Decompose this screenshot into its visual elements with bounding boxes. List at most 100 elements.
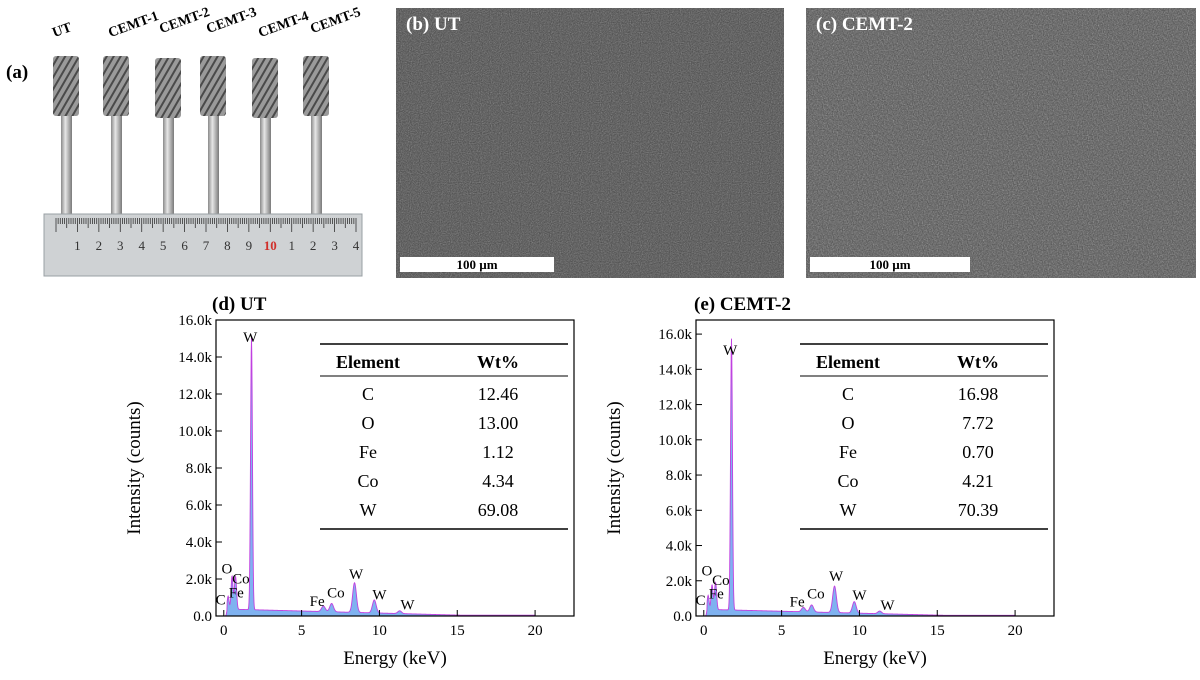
y-tick-label: 6.0k	[666, 503, 693, 519]
peak-label: Co	[232, 572, 250, 588]
composition-table: Element Wt% C 12.46 O 13.00 Fe 1.12 Co 4.34 W 69.08	[320, 343, 568, 530]
table-cell-element: W	[360, 500, 377, 520]
ruler-number: 1	[74, 238, 81, 253]
y-tick-label: 16.0k	[658, 327, 692, 343]
peak-label: W	[372, 587, 387, 603]
ruler-number: 2	[96, 238, 103, 253]
peak-label: W	[829, 569, 844, 585]
table-cell-value: 4.34	[482, 471, 514, 491]
table-cell-element: Co	[357, 471, 378, 491]
tool-label-cemt-5: CEMT-5	[308, 5, 363, 38]
ruler-number: 1	[288, 238, 295, 253]
table-cell-value: 69.08	[478, 500, 519, 520]
ruler-number: 3	[117, 238, 124, 253]
scale-bar: 100 µm	[400, 257, 554, 272]
peak-label: Co	[807, 586, 825, 602]
tool-label-cemt-2: CEMT-2	[157, 5, 212, 38]
table-cell-value: 13.00	[478, 413, 519, 433]
table-cell-element: Fe	[359, 442, 377, 462]
table-cell-element: O	[842, 413, 855, 433]
table-cell-value: 0.70	[962, 442, 994, 462]
eds-spectrum-cemt-2: 0.0 2.0k 4.0k 6.0k 8.0k 10.0k 12.0k 14.0k 16.0k 0…	[604, 319, 1055, 669]
table-header: Element	[336, 352, 400, 372]
x-tick-label: 0	[700, 623, 708, 639]
peak-label: C	[216, 593, 226, 609]
peak-label: Fe	[310, 594, 325, 610]
y-tick-label: 4.0k	[666, 539, 693, 555]
eds-spectrum-ut: 0.0 2.0k 4.0k 6.0k 8.0k 10.0k 12.0k 14.0k 16.0k 0…	[124, 313, 575, 669]
x-tick-label: 5	[778, 623, 786, 639]
table-cell-element: Co	[837, 471, 858, 491]
sem-texture	[806, 8, 1196, 278]
peak-label: Fe	[790, 594, 805, 610]
ruler-number: 2	[310, 238, 317, 253]
peak-label: W	[349, 567, 364, 583]
x-tick-label: 5	[298, 623, 306, 639]
peak-label: Co	[712, 573, 730, 589]
ruler-number: 10	[264, 238, 277, 253]
peak-label: W	[723, 343, 738, 359]
ruler	[43, 213, 363, 277]
x-tick-label: 10	[372, 623, 387, 639]
x-tick-label: 15	[450, 623, 465, 639]
x-axis-label: Energy (keV)	[823, 648, 927, 669]
composition-table: Element Wt% C 16.98 O 7.72 Fe 0.70 Co 4.21 W 70.39	[800, 343, 1048, 530]
table-header: Wt%	[957, 352, 999, 372]
ruler-number: 9	[246, 238, 253, 253]
table-cell-value: 7.72	[962, 413, 994, 433]
plot-frame	[695, 319, 1055, 617]
eds-title-ut: (d) UT	[212, 294, 267, 315]
table-header: Wt%	[477, 352, 519, 372]
peak-label: Fe	[229, 586, 244, 602]
y-tick-label: 8.0k	[186, 461, 213, 477]
ruler-number: 6	[181, 238, 188, 253]
peak-label: W	[243, 330, 258, 346]
sem-image-cemt-2: (c) CEMT-2 100 µm	[806, 8, 1196, 278]
y-tick-label: 6.0k	[186, 498, 213, 514]
y-tick-label: 12.0k	[658, 398, 692, 414]
scale-bar: 100 µm	[810, 257, 970, 272]
y-tick-label: 8.0k	[666, 468, 693, 484]
x-axis-label: Energy (keV)	[343, 648, 447, 669]
eds-title-cemt-2: (e) CEMT-2	[694, 294, 791, 315]
sem-image-ut: (b) UT 100 µm	[396, 8, 784, 278]
peak-label: W	[880, 598, 895, 614]
table-header: Element	[816, 352, 880, 372]
scale-bar-label: 100 µm	[456, 257, 498, 272]
tool-label-cemt-3: CEMT-3	[204, 5, 259, 38]
y-axis-label: Intensity (counts)	[124, 401, 145, 535]
x-tick-label: 0	[220, 623, 228, 639]
sem-label-ut: (b) UT	[406, 14, 461, 35]
y-tick-label: 2.0k	[666, 574, 693, 590]
ruler-ticks	[55, 218, 357, 232]
table-cell-value: 70.39	[958, 500, 999, 520]
y-tick-label: 10.0k	[178, 424, 212, 440]
tool-label-cemt-4: CEMT-4	[256, 9, 311, 42]
ruler-number: 7	[203, 238, 210, 253]
peak-label: O	[701, 563, 712, 579]
table-cell-value: 4.21	[962, 471, 994, 491]
peak-label: W	[400, 598, 415, 614]
sem-texture	[396, 8, 784, 278]
table-cell-element: C	[842, 384, 854, 404]
x-tick-label: 20	[1008, 623, 1023, 639]
y-tick-label: 0.0	[193, 609, 212, 625]
y-axis-label: Intensity (counts)	[604, 401, 625, 535]
tool-label-cemt-1: CEMT-1	[106, 9, 161, 42]
y-tick-label: 2.0k	[186, 572, 213, 588]
x-tick-label: 15	[930, 623, 945, 639]
y-tick-label: 12.0k	[178, 387, 212, 403]
y-tick-label: 16.0k	[178, 313, 212, 329]
y-tick-label: 14.0k	[658, 362, 692, 378]
panel-a-tag: (a)	[6, 62, 29, 83]
table-cell-element: O	[362, 413, 375, 433]
ruler-number: 3	[331, 238, 338, 253]
peak-label: Co	[327, 586, 345, 602]
y-tick-label: 10.0k	[658, 433, 692, 449]
sem-label-cemt-2: (c) CEMT-2	[816, 14, 913, 35]
ruler-number: 5	[160, 238, 167, 253]
ruler-number: 4	[353, 238, 360, 253]
table-cell-element: C	[362, 384, 374, 404]
tools-photo: 1 2 3 4 5 6 7 8 9 10 1 2 3 4	[43, 56, 363, 277]
peak-label: Fe	[709, 586, 724, 602]
